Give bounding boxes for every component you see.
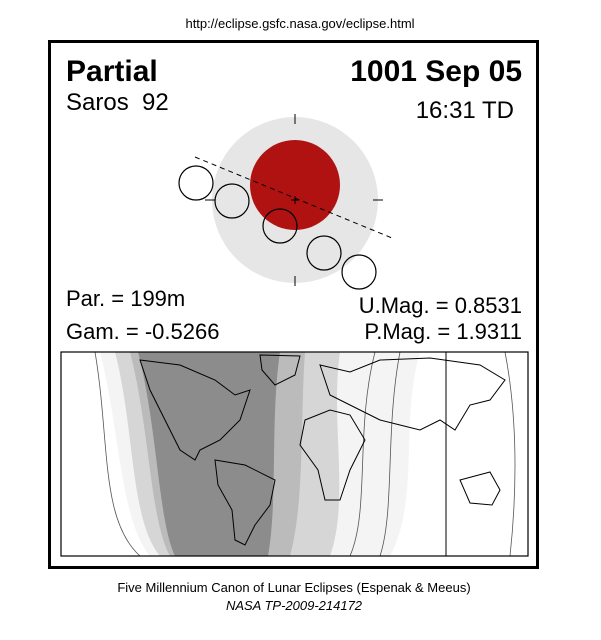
coastlines [139, 354, 506, 546]
moon [341, 254, 377, 290]
visibility-map [60, 351, 529, 557]
moon [306, 235, 342, 271]
time: 16:31 TD [416, 97, 514, 124]
eclipse-date: 1001 Sep 05 [350, 55, 522, 88]
eclipse-type: Partial [66, 55, 158, 88]
moon [214, 183, 250, 219]
penumbral-magnitude: P.Mag. = 1.9311 [364, 319, 522, 344]
eclipse-diagram [178, 114, 393, 290]
visibility-curves [94, 352, 516, 556]
map-border [60, 351, 529, 557]
reference: NASA TP-2009-214172 [226, 598, 363, 613]
umbral-zone [138, 352, 280, 556]
moon-positions [178, 165, 377, 290]
source: Five Millennium Canon of Lunar Eclipses … [117, 580, 470, 595]
frame [48, 40, 539, 569]
saros: Saros 92 [66, 89, 169, 116]
gamma: Gam. = -0.5266 [66, 319, 219, 344]
moon [262, 208, 298, 244]
umbral-magnitude: U.Mag. = 0.8531 [359, 293, 522, 318]
duration: Par. = 199m [66, 286, 185, 311]
moon [178, 165, 214, 201]
umbra [250, 140, 340, 230]
url: http://eclipse.gsfc.nasa.gov/eclipse.htm… [185, 16, 414, 31]
axis-ticks [205, 114, 383, 286]
